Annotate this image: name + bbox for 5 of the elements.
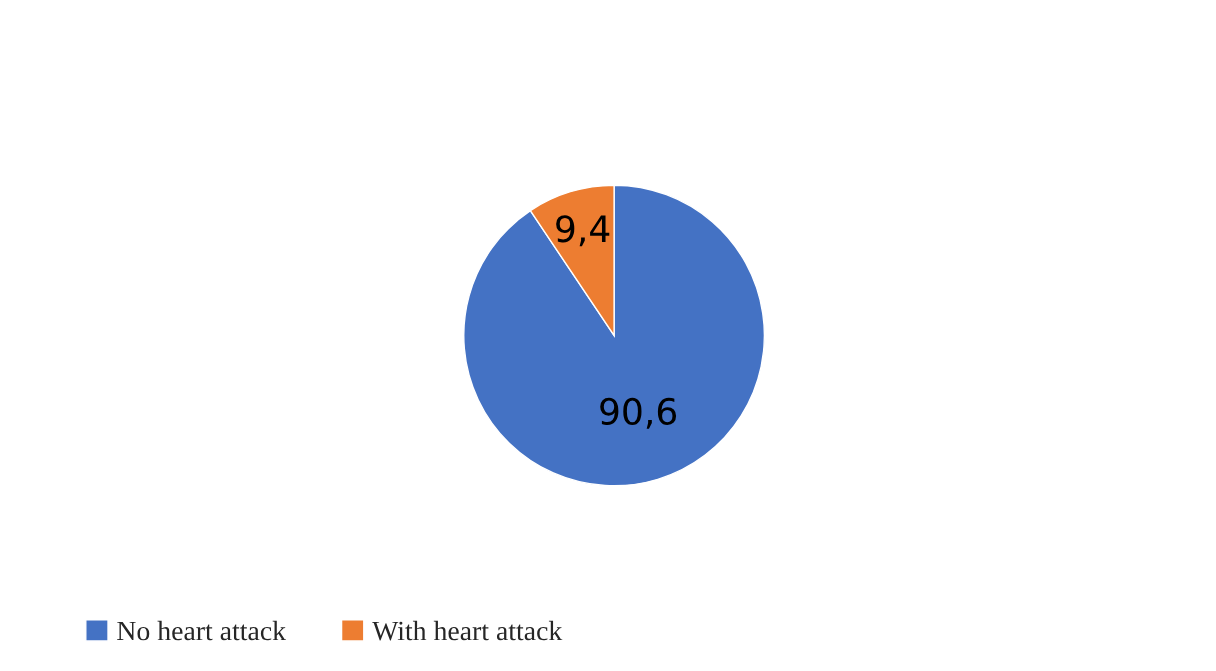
data-label: 9,4 bbox=[556, 215, 610, 247]
legend-label: No heart attack bbox=[117, 620, 287, 641]
legend-label: With heart attack bbox=[372, 620, 563, 641]
pie-slice bbox=[463, 184, 766, 487]
data-label: 90,6 bbox=[600, 397, 677, 429]
